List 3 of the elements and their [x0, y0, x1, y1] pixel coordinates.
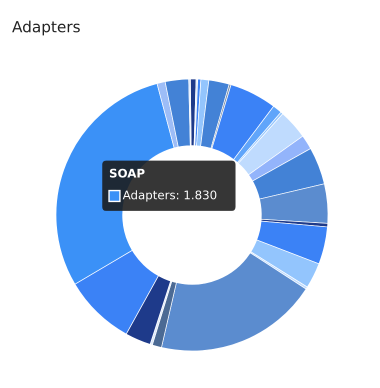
data-label: Adapters: 1.830	[122, 190, 216, 202]
chart-title: Adapters	[12, 20, 80, 36]
slice-label: SOAP	[110, 168, 145, 178]
